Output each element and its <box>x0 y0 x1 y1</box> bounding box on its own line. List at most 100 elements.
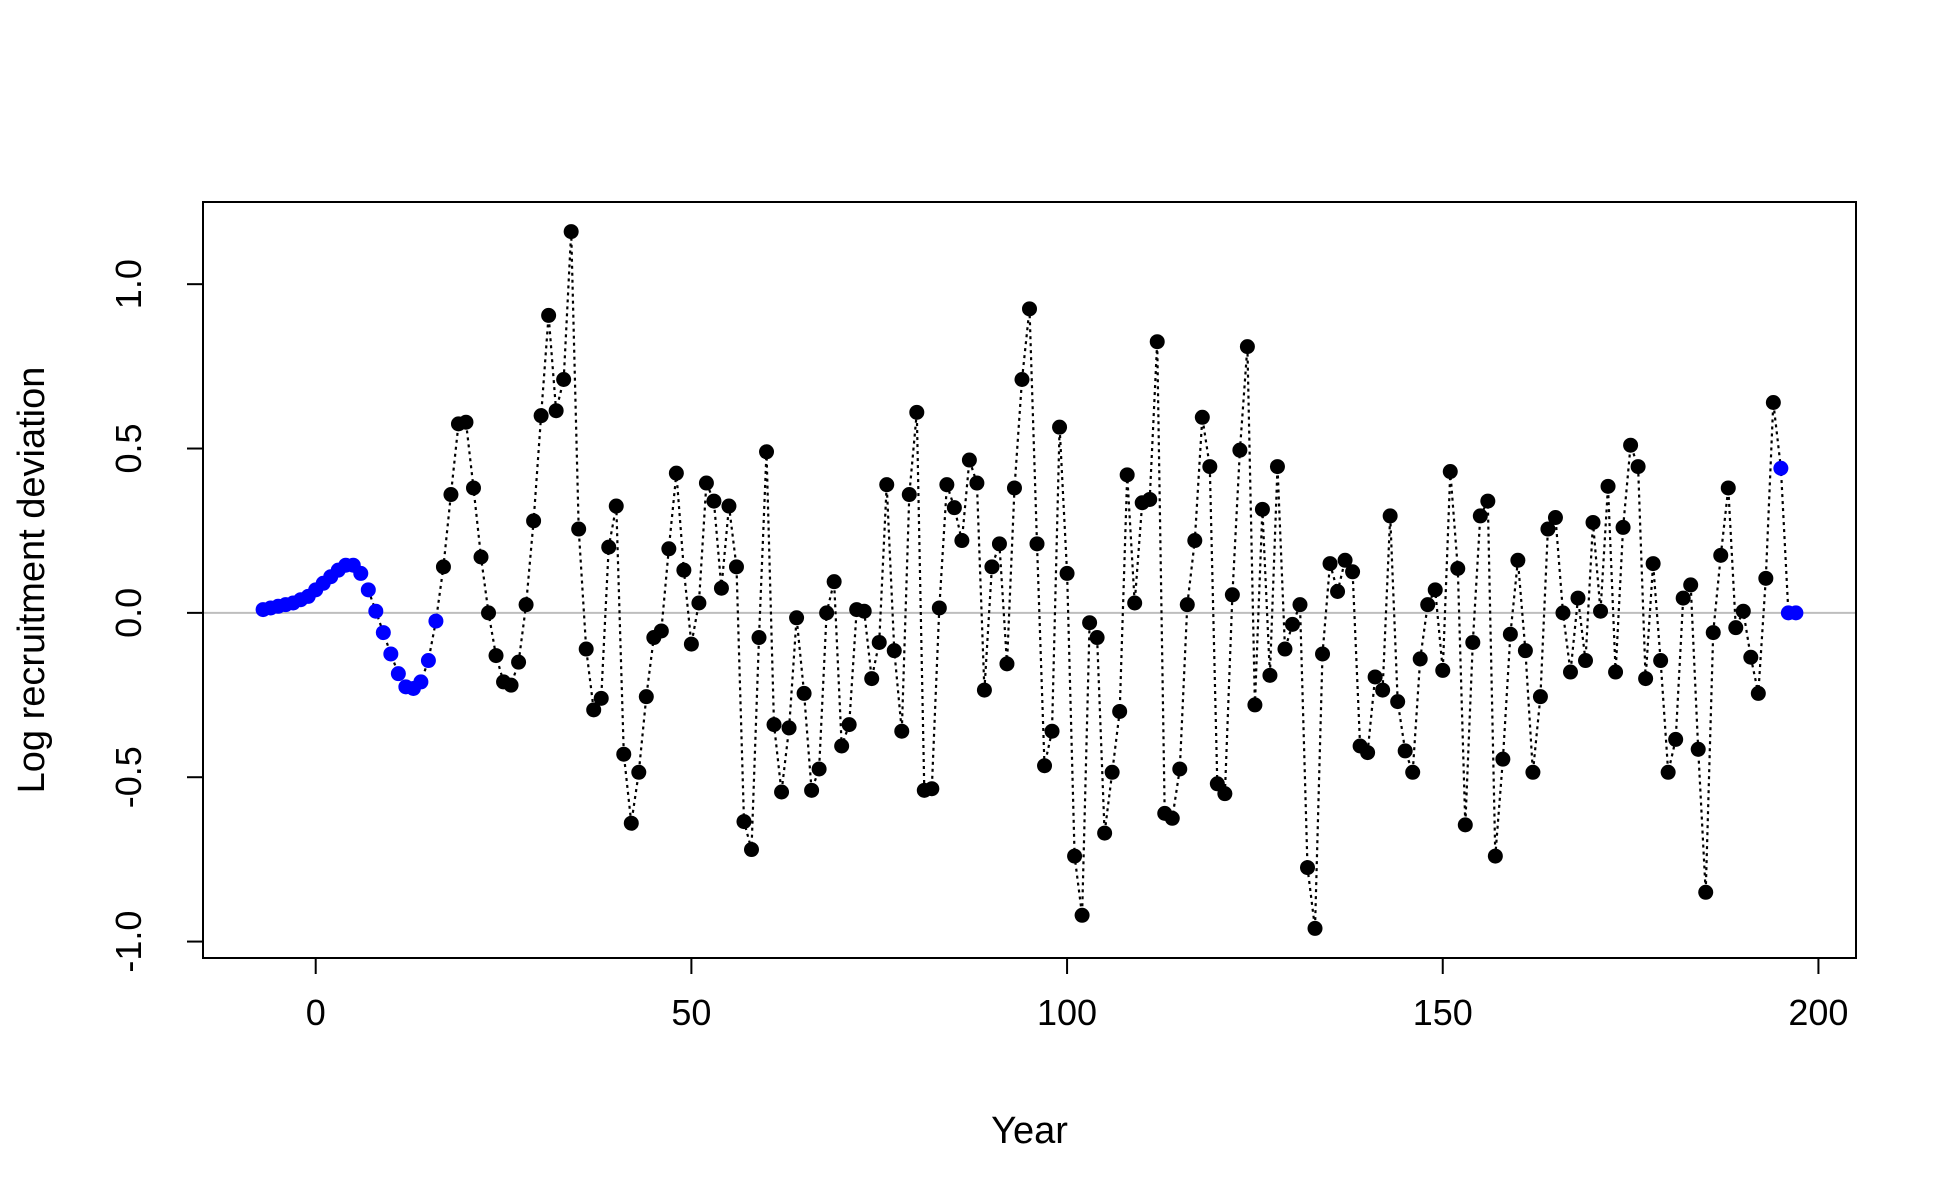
data-point <box>1089 630 1105 646</box>
data-point <box>1187 533 1203 549</box>
data-point <box>954 533 970 549</box>
data-point <box>413 674 429 690</box>
data-point <box>826 574 842 590</box>
data-point <box>1217 786 1233 802</box>
data-point <box>976 682 992 698</box>
x-tick-label: 150 <box>1413 992 1473 1033</box>
data-point <box>1360 745 1376 761</box>
y-tick-label: 0.5 <box>108 423 149 473</box>
data-point <box>1172 761 1188 777</box>
data-point <box>1164 810 1180 826</box>
data-point <box>668 465 684 481</box>
data-point <box>743 842 759 858</box>
data-point <box>1412 651 1428 667</box>
data-point <box>1690 741 1706 757</box>
data-point <box>1307 920 1323 936</box>
data-point <box>691 595 707 611</box>
data-point <box>375 625 391 641</box>
data-point <box>511 654 527 670</box>
data-point <box>383 646 399 662</box>
data-point <box>1224 587 1240 603</box>
data-point <box>1397 743 1413 759</box>
data-point <box>811 761 827 777</box>
y-tick-label: 0.0 <box>108 588 149 638</box>
data-point <box>631 764 647 780</box>
data-point <box>1472 508 1488 524</box>
data-point <box>1683 577 1699 593</box>
data-point <box>1517 643 1533 659</box>
data-point <box>390 666 406 682</box>
data-point <box>1345 564 1361 580</box>
data-point <box>1194 409 1210 425</box>
data-point <box>556 371 572 387</box>
data-point <box>1014 371 1030 387</box>
data-point <box>1006 480 1022 496</box>
data-point <box>1367 669 1383 685</box>
data-point <box>1442 464 1458 480</box>
data-point <box>774 784 790 800</box>
data-point <box>1735 603 1751 619</box>
data-point <box>931 600 947 616</box>
data-point <box>1698 884 1714 900</box>
data-point <box>563 224 579 240</box>
x-tick-label: 50 <box>671 992 711 1033</box>
data-point <box>909 404 925 420</box>
data-point <box>1037 758 1053 774</box>
data-point <box>368 603 384 619</box>
x-tick-label: 100 <box>1037 992 1097 1033</box>
data-point <box>481 605 497 621</box>
data-point <box>1525 764 1541 780</box>
data-point <box>766 717 782 733</box>
data-point <box>1315 646 1331 662</box>
x-axis-title: Year <box>991 1110 1068 1152</box>
data-point <box>1758 570 1774 586</box>
data-point <box>586 702 602 718</box>
data-point <box>1668 731 1684 747</box>
y-tick-label: 1.0 <box>108 259 149 309</box>
data-point <box>1104 764 1120 780</box>
data-point <box>428 613 444 629</box>
data-point <box>1630 459 1646 475</box>
data-point <box>1720 480 1736 496</box>
data-point <box>721 498 737 514</box>
data-point <box>871 634 887 650</box>
data-point <box>653 623 669 639</box>
data-point <box>1179 597 1195 613</box>
data-point <box>1585 514 1601 530</box>
data-point <box>420 653 436 669</box>
data-point <box>1788 605 1804 621</box>
data-point <box>1067 848 1083 864</box>
x-tick-label: 200 <box>1788 992 1848 1033</box>
data-point <box>1277 641 1293 657</box>
data-point <box>473 549 489 565</box>
data-point <box>435 559 451 575</box>
data-point <box>1232 442 1248 458</box>
data-point <box>458 414 474 430</box>
data-point <box>1713 547 1729 563</box>
data-point <box>1119 467 1135 483</box>
data-point <box>1593 603 1609 619</box>
data-point <box>1427 582 1443 598</box>
data-point <box>1247 697 1263 713</box>
data-point <box>1728 620 1744 636</box>
data-point <box>578 641 594 657</box>
data-point <box>1457 817 1473 833</box>
data-point <box>533 408 549 424</box>
data-point <box>713 580 729 596</box>
data-point <box>1420 597 1436 613</box>
data-point <box>1127 595 1143 611</box>
data-point <box>1675 590 1691 606</box>
data-point <box>1532 689 1548 705</box>
data-point <box>1773 460 1789 476</box>
data-point <box>991 536 1007 552</box>
data-point <box>901 487 917 503</box>
data-point <box>1112 703 1128 719</box>
data-point <box>961 452 977 468</box>
data-point <box>834 738 850 754</box>
data-point <box>443 487 459 503</box>
data-point <box>1044 723 1060 739</box>
data-point <box>1615 519 1631 535</box>
data-point <box>1660 764 1676 780</box>
data-point <box>1705 625 1721 641</box>
